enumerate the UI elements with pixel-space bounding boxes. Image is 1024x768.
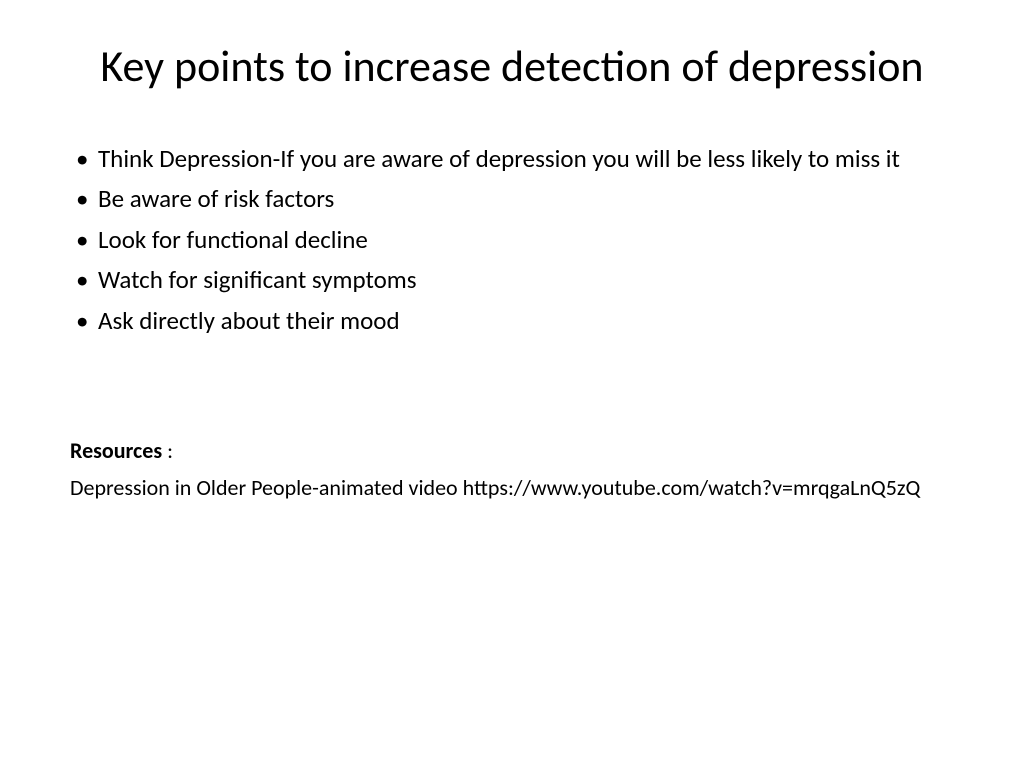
slide-title: Key points to increase detection of depr…: [70, 40, 954, 93]
resources-label: Resources: [70, 437, 162, 464]
list-item: Look for functional decline: [70, 224, 954, 257]
list-item: Be aware of risk factors: [70, 183, 954, 216]
key-points-list: Think Depression-If you are aware of dep…: [70, 143, 954, 338]
resources-colon: :: [162, 437, 173, 464]
resources-section: Resources : Depression in Older People-a…: [70, 437, 954, 502]
list-item: Watch for significant symptoms: [70, 264, 954, 297]
resources-text: Depression in Older People-animated vide…: [70, 474, 954, 503]
list-item: Ask directly about their mood: [70, 305, 954, 338]
list-item: Think Depression-If you are aware of dep…: [70, 143, 954, 176]
